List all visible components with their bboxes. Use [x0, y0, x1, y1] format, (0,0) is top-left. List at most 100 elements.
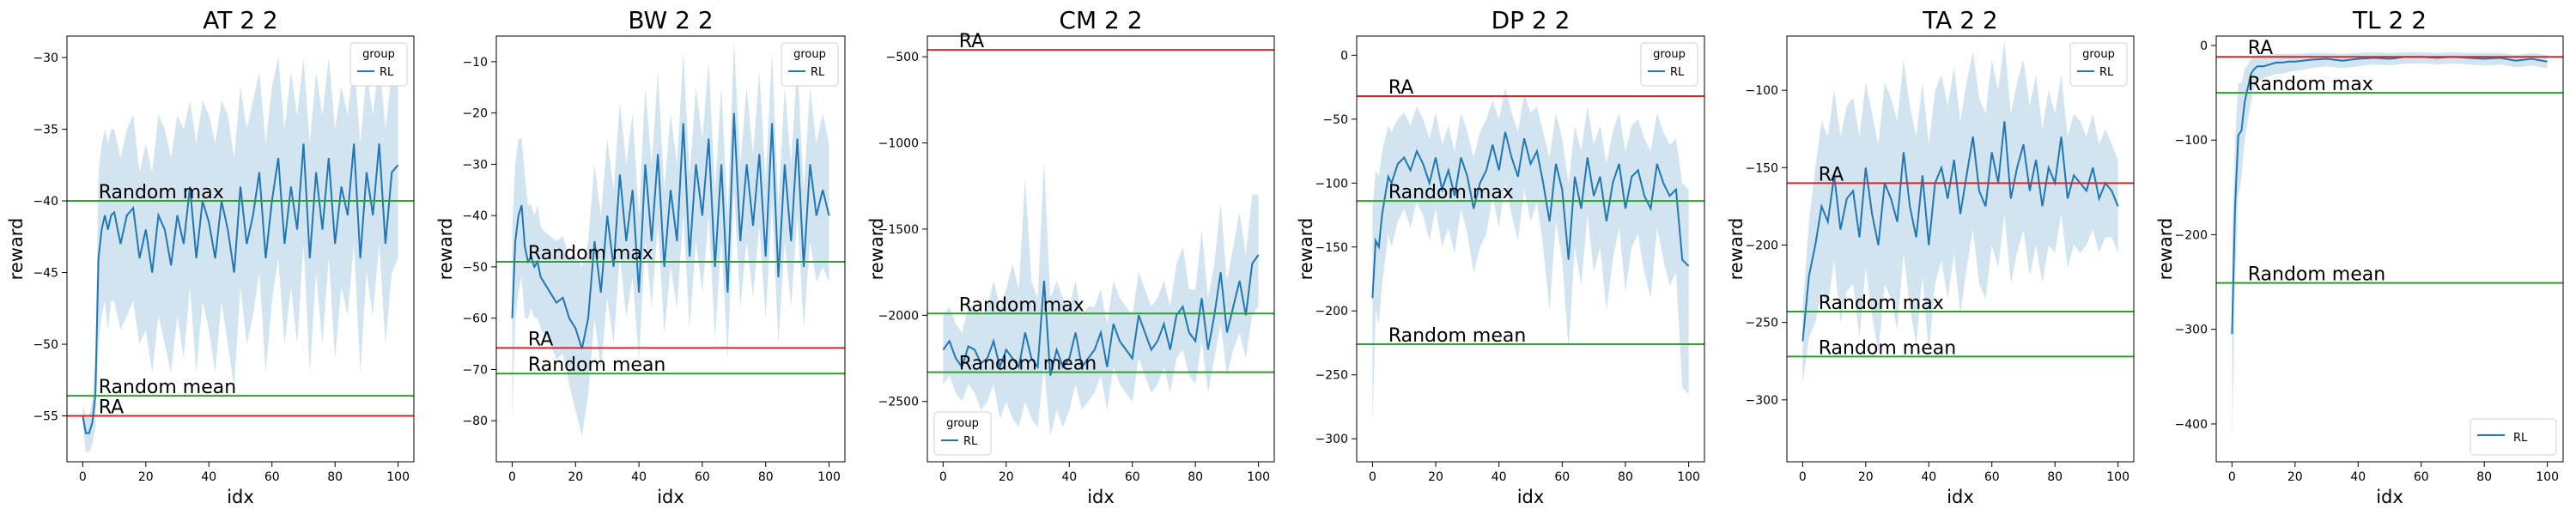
- legend: group RL: [781, 42, 839, 87]
- y-tick-label: 0: [2200, 39, 2208, 53]
- legend: group RL: [349, 42, 408, 87]
- x-tick-label: 0: [2228, 470, 2236, 484]
- chart-panel-5: RA Random max Random mean 0 20 40 60 80 100 −300 −…: [1726, 6, 2135, 507]
- x-tick-label: 60: [2414, 470, 2429, 484]
- x-tick-label: 100: [1677, 470, 1700, 484]
- reference-label-random-max: Random max: [1388, 182, 1514, 203]
- y-tick-label: −150: [1746, 161, 1778, 175]
- y-tick-label: −2000: [878, 309, 919, 323]
- series-line-rl: [82, 143, 399, 434]
- reference-label-random-mean: Random mean: [99, 377, 236, 398]
- series-line-rl: [2231, 56, 2548, 335]
- reference-label-random-mean: Random mean: [528, 354, 665, 376]
- x-axis-label: idx: [657, 487, 684, 507]
- reference-label-random-mean: Random mean: [959, 354, 1097, 375]
- reference-label-random-mean: Random mean: [1819, 337, 1956, 359]
- y-axis-label: reward: [435, 218, 456, 281]
- plot-area: [1371, 87, 1690, 427]
- legend-box: [2069, 42, 2128, 87]
- y-tick-label: 0: [1340, 49, 1348, 63]
- chart-panel-2: Random max RA Random mean 0 20 40 60 80 100 −80 −7…: [435, 6, 846, 507]
- chart-title: TA 2 2: [1922, 6, 1998, 34]
- x-tick-label: 20: [1858, 470, 1874, 484]
- y-tick-label: −150: [1315, 241, 1348, 255]
- y-axis-label: reward: [2155, 218, 2176, 281]
- legend-box: [933, 411, 992, 456]
- reference-label-ra: RA: [1819, 164, 1844, 185]
- y-tick-label: −50: [33, 338, 58, 352]
- x-tick-label: 100: [817, 470, 841, 484]
- x-tick-label: 0: [1799, 470, 1807, 484]
- x-tick-label: 100: [386, 470, 410, 484]
- reference-label-ra: RA: [1388, 77, 1413, 99]
- legend-title: group: [1653, 48, 1686, 61]
- y-tick-label: −100: [2175, 134, 2208, 148]
- legend-entry: RL: [2099, 66, 2114, 79]
- y-tick-label: −50: [1322, 113, 1348, 127]
- y-tick-label: −40: [462, 209, 488, 223]
- x-tick-label: 20: [2287, 470, 2303, 484]
- chart-title: DP 2 2: [1492, 6, 1571, 34]
- x-tick-label: 20: [568, 470, 583, 484]
- legend: RL: [2470, 418, 2557, 456]
- axes-frame: [2215, 35, 2564, 463]
- x-tick-label: 80: [1188, 470, 1203, 484]
- reference-label-ra: RA: [528, 329, 553, 350]
- x-tick-label: 0: [939, 470, 947, 484]
- plot-area: [942, 160, 1260, 436]
- legend-entry: RL: [811, 66, 825, 79]
- y-axis-label: reward: [866, 218, 887, 281]
- plot-area: [82, 58, 399, 452]
- x-axis-label: idx: [227, 487, 254, 507]
- y-axis-label: reward: [1726, 218, 1747, 281]
- x-tick-label: 20: [138, 470, 154, 484]
- x-tick-label: 100: [1247, 470, 1270, 484]
- reference-label-random-mean: Random mean: [1388, 325, 1526, 347]
- y-tick-label: −60: [462, 312, 488, 326]
- axes-frame: [1786, 35, 2135, 463]
- chart-panel-3: RA Random max Random mean 0 20 40 60 80 100 −2500…: [866, 6, 1275, 507]
- x-axis-label: idx: [1517, 487, 1545, 507]
- chart-panel-6: RA Random max Random mean 0 20 40 60 80 100 −400 −…: [2155, 6, 2564, 507]
- y-tick-label: −50: [462, 261, 488, 275]
- y-tick-label: −500: [886, 51, 919, 64]
- reference-label-random-max: Random max: [2248, 74, 2373, 95]
- legend-title: group: [793, 48, 826, 61]
- x-tick-label: 80: [2476, 470, 2492, 484]
- axes-frame: [66, 35, 415, 463]
- y-tick-label: −2500: [878, 396, 919, 409]
- x-tick-label: 40: [2350, 470, 2366, 484]
- y-tick-label: −300: [1746, 394, 1778, 408]
- x-tick-label: 40: [1061, 470, 1077, 484]
- x-tick-label: 80: [327, 470, 343, 484]
- x-tick-label: 0: [1369, 470, 1376, 484]
- reference-label-random-max: Random max: [528, 243, 653, 264]
- x-tick-label: 40: [631, 470, 647, 484]
- legend-entry: RL: [1670, 66, 1685, 79]
- y-tick-label: −1500: [878, 223, 919, 237]
- series-line-rl: [1371, 131, 1690, 299]
- y-tick-label: −20: [462, 107, 488, 121]
- series-line-rl: [942, 254, 1260, 376]
- y-tick-label: −1000: [878, 137, 919, 151]
- legend: group RL: [1640, 42, 1698, 87]
- plot-area: [2231, 52, 2548, 443]
- x-tick-label: 20: [999, 470, 1014, 484]
- y-tick-label: −80: [462, 415, 488, 428]
- x-tick-label: 100: [2106, 470, 2129, 484]
- x-tick-label: 60: [1554, 470, 1570, 484]
- legend-box: [781, 42, 839, 87]
- x-tick-label: 60: [1984, 470, 2000, 484]
- axes-frame: [495, 35, 846, 463]
- x-tick-label: 100: [2536, 470, 2559, 484]
- x-tick-label: 80: [758, 470, 774, 484]
- confidence-band-rl: [82, 58, 398, 452]
- y-tick-label: −100: [1746, 84, 1778, 98]
- plot-area: [511, 41, 830, 437]
- y-tick-label: −250: [1746, 317, 1778, 330]
- legend-entry: RL: [2513, 432, 2528, 445]
- y-tick-label: −30: [462, 158, 488, 172]
- y-tick-label: −45: [33, 267, 58, 281]
